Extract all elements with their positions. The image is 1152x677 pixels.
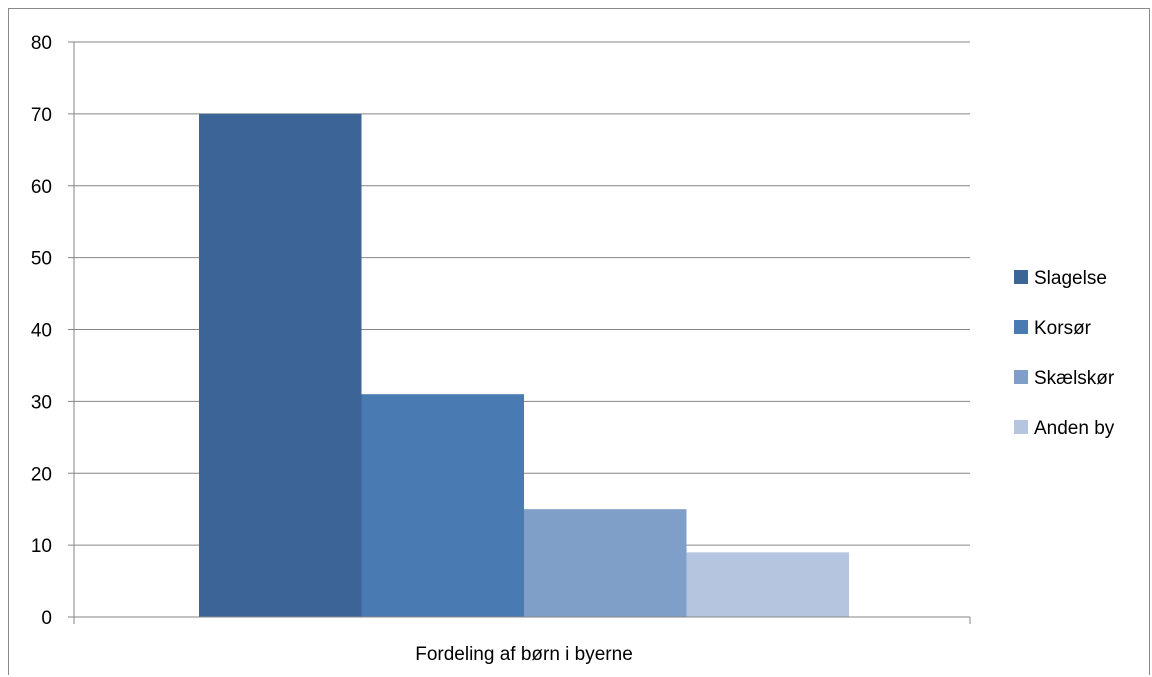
y-tick-label: 60 bbox=[31, 177, 52, 198]
legend-label: Anden by bbox=[1034, 418, 1115, 439]
axes bbox=[68, 42, 971, 624]
legend-swatch bbox=[1014, 370, 1028, 384]
legend-label: Korsør bbox=[1034, 318, 1092, 339]
y-tick-label: 0 bbox=[41, 608, 52, 629]
y-tick-label: 40 bbox=[31, 321, 52, 342]
y-tick-labels: 0 10 20 30 40 50 60 70 80 bbox=[31, 33, 52, 629]
bar-skælskør bbox=[524, 509, 687, 617]
y-tick-label: 70 bbox=[31, 105, 52, 126]
bar-korsør bbox=[361, 394, 524, 617]
bar-slagelse bbox=[199, 113, 362, 617]
legend: Slagelse Korsør Skælskør Anden by bbox=[1014, 268, 1115, 439]
y-tick-label: 30 bbox=[31, 392, 52, 413]
legend-label: Skælskør bbox=[1034, 368, 1115, 389]
bar-anden-by bbox=[686, 552, 849, 617]
y-tick-label: 20 bbox=[31, 464, 52, 485]
y-tick-label: 10 bbox=[31, 536, 52, 557]
legend-label: Slagelse bbox=[1034, 268, 1107, 289]
legend-swatch bbox=[1014, 270, 1028, 284]
y-tick-label: 80 bbox=[31, 33, 52, 54]
legend-swatch bbox=[1014, 420, 1028, 434]
bars bbox=[199, 113, 849, 617]
legend-swatch bbox=[1014, 320, 1028, 334]
x-category-label: Fordeling af børn i byerne bbox=[415, 644, 633, 665]
y-tick-label: 50 bbox=[31, 249, 52, 270]
